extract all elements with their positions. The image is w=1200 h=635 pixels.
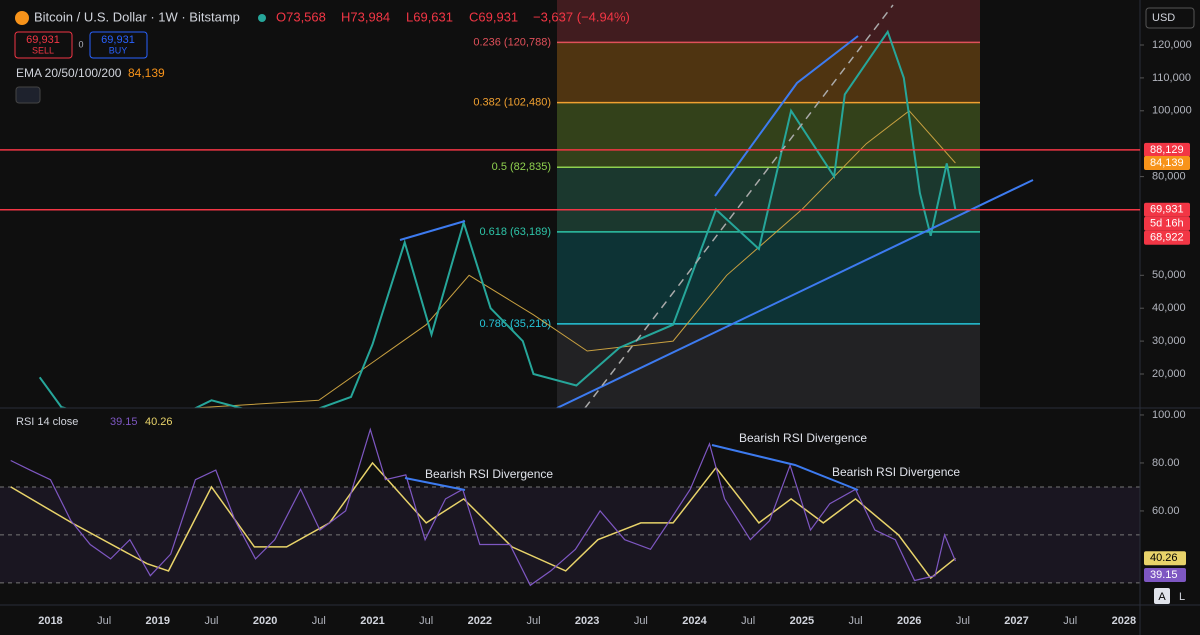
collapse-button	[15, 86, 41, 104]
x-tick-label: Jul	[526, 615, 540, 627]
x-tick-label: 2020	[253, 615, 277, 627]
status-dot	[258, 14, 266, 22]
sell-button	[14, 31, 73, 59]
rsi-line	[10, 427, 956, 587]
buy-price: 69,931	[101, 34, 135, 46]
y-tick-label: 100,000	[1152, 105, 1192, 117]
fib-zone	[557, 42, 980, 103]
price-badge-label: 88,129	[1150, 144, 1184, 156]
fib-label: 0.618 (63,189)	[479, 226, 551, 238]
header-high: H73,984	[341, 9, 390, 24]
rsi-title: RSI 14 close	[16, 416, 78, 428]
symbol-icon	[15, 11, 29, 25]
annotation: Bearish RSI Divergence	[739, 431, 867, 445]
fib-label: 0.382 (102,480)	[473, 97, 551, 109]
badge-label: 68,922	[1150, 232, 1184, 244]
badge	[1144, 230, 1190, 245]
fib-zone	[557, 167, 980, 232]
divergence-line	[711, 444, 859, 491]
auto-button	[1154, 588, 1170, 604]
badge-label: 84,139	[1150, 157, 1184, 169]
y-tick-label: 30,000	[1152, 335, 1186, 347]
x-tick-label: 2026	[897, 615, 921, 627]
buy-button	[89, 31, 148, 59]
y-tick-label: 40,000	[1152, 302, 1186, 314]
y-tick-label: 80.00	[1152, 457, 1180, 469]
ema-value: 84,139	[128, 66, 165, 80]
header-low: L69,631	[406, 9, 453, 24]
x-tick-label: Jul	[956, 615, 970, 627]
header-symbol: Bitcoin / U.S. Dollar · 1W · Bitstamp	[34, 9, 240, 24]
badge	[1144, 216, 1190, 231]
y-tick-label: 20,000	[1152, 368, 1186, 380]
x-tick-label: 2027	[1004, 615, 1028, 627]
ema-label: EMA 20/50/100/200	[16, 66, 122, 80]
rsi-ma-value: 40.26	[145, 416, 173, 428]
x-tick-label: 2022	[468, 615, 492, 627]
fib-label: 0.5 (82,835)	[492, 161, 551, 173]
x-tick-label: 2024	[682, 615, 707, 627]
x-tick-label: Jul	[1063, 615, 1077, 627]
x-tick-label: Jul	[419, 615, 433, 627]
x-tick-label: Jul	[741, 615, 755, 627]
y-tick-label: 100.00	[1152, 409, 1186, 421]
rsi-badge-label: 39.15	[1150, 569, 1178, 581]
x-tick-label: 2023	[575, 615, 599, 627]
log-label: L	[1179, 591, 1185, 603]
badge	[1144, 155, 1190, 170]
x-tick-label: 2019	[146, 615, 170, 627]
currency-box	[1145, 7, 1195, 29]
x-tick-label: Jul	[97, 615, 111, 627]
x-tick-label: Jul	[312, 615, 326, 627]
fib-label: 0.236 (120,788)	[473, 36, 551, 48]
fib-zone	[557, 102, 980, 168]
rsi-badge-label: 40.26	[1150, 552, 1178, 564]
fib-zone	[557, 323, 980, 408]
price-badge	[1144, 202, 1190, 217]
header-open: O73,568	[276, 9, 326, 24]
wedge-line	[714, 35, 859, 197]
price-line	[38, 29, 957, 408]
divergence-line	[399, 220, 466, 241]
rsi-ma-line	[10, 461, 956, 580]
fib-zone	[557, 0, 980, 43]
y-tick-label: 120,000	[1152, 39, 1192, 51]
annotation: Bearish RSI Divergence	[425, 467, 553, 481]
currency: USD	[1152, 12, 1175, 24]
x-tick-label: 2018	[38, 615, 62, 627]
x-tick-label: Jul	[204, 615, 218, 627]
price-badge-label: 69,931	[1150, 204, 1184, 216]
x-tick-label: Jul	[849, 615, 863, 627]
x-tick-label: Jul	[634, 615, 648, 627]
y-tick-label: 60.00	[1152, 505, 1180, 517]
spread: 0	[78, 39, 83, 49]
y-tick-label: 50,000	[1152, 269, 1186, 281]
rsi-badge	[1144, 567, 1186, 582]
sell-label: SELL	[32, 45, 54, 55]
x-tick-label: 2028	[1112, 615, 1136, 627]
price-badge	[1144, 142, 1190, 157]
header-change: −3,637 (−4.94%)	[533, 9, 630, 24]
ema-line	[185, 110, 956, 408]
y-tick-label: 80,000	[1152, 171, 1186, 183]
x-tick-label: 2021	[360, 615, 384, 627]
y-tick-label: 110,000	[1152, 72, 1191, 84]
badge-label: 5d 16h	[1150, 218, 1184, 230]
rsi-badge	[1144, 551, 1186, 566]
x-tick-label: 2025	[790, 615, 814, 627]
fib-zone	[557, 231, 980, 324]
fib-label: 0.786 (35,218)	[479, 318, 551, 330]
channel-line	[584, 4, 894, 408]
annotation: Bearish RSI Divergence	[832, 465, 960, 479]
header-close: C69,931	[469, 9, 518, 24]
buy-label: BUY	[109, 45, 128, 55]
auto-label: A	[1158, 591, 1166, 603]
rsi-value: 39.15	[110, 416, 138, 428]
sell-price: 69,931	[26, 34, 60, 46]
divergence-line	[404, 477, 466, 491]
trendline	[556, 179, 1034, 408]
